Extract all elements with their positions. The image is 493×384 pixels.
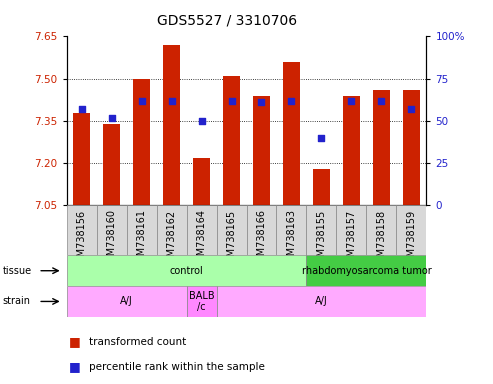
Bar xyxy=(186,205,216,255)
Text: rhabdomyosarcoma tumor: rhabdomyosarcoma tumor xyxy=(302,266,431,276)
Text: transformed count: transformed count xyxy=(89,337,186,347)
Point xyxy=(287,98,295,104)
Text: GSM738157: GSM738157 xyxy=(347,209,356,269)
Text: ■: ■ xyxy=(69,360,81,373)
Text: GSM738156: GSM738156 xyxy=(76,209,87,268)
Bar xyxy=(246,205,277,255)
Bar xyxy=(396,205,426,255)
Text: A/J: A/J xyxy=(120,296,133,306)
Text: GSM738160: GSM738160 xyxy=(106,209,116,268)
Bar xyxy=(307,255,426,286)
Point xyxy=(378,98,386,104)
Bar xyxy=(193,157,210,205)
Bar xyxy=(73,113,90,205)
Text: ■: ■ xyxy=(69,335,81,348)
Bar xyxy=(163,45,180,205)
Text: strain: strain xyxy=(2,296,31,306)
Point xyxy=(257,99,265,106)
Bar xyxy=(104,124,120,205)
Point xyxy=(228,98,236,104)
Text: GSM738163: GSM738163 xyxy=(286,209,296,268)
Text: GSM738159: GSM738159 xyxy=(406,209,417,268)
Text: GSM738165: GSM738165 xyxy=(226,209,237,268)
Point xyxy=(168,98,176,104)
Bar xyxy=(373,90,389,205)
Bar xyxy=(277,205,307,255)
Text: BALB
/c: BALB /c xyxy=(189,291,214,312)
Bar xyxy=(403,90,420,205)
Point xyxy=(198,118,206,124)
Bar xyxy=(157,205,186,255)
Bar xyxy=(313,169,330,205)
Bar xyxy=(97,205,127,255)
Bar xyxy=(307,205,336,255)
Text: GSM738158: GSM738158 xyxy=(377,209,387,268)
Bar xyxy=(127,205,157,255)
Bar xyxy=(67,255,307,286)
Bar xyxy=(216,205,246,255)
Text: GDS5527 / 3310706: GDS5527 / 3310706 xyxy=(157,13,297,27)
Bar xyxy=(283,62,300,205)
Text: GSM738155: GSM738155 xyxy=(317,209,326,269)
Bar xyxy=(253,96,270,205)
Bar xyxy=(336,205,366,255)
Text: tissue: tissue xyxy=(2,266,32,276)
Bar xyxy=(343,96,360,205)
Point xyxy=(317,135,325,141)
Bar xyxy=(186,286,216,317)
Bar xyxy=(366,205,396,255)
Point xyxy=(77,106,85,112)
Point xyxy=(138,98,145,104)
Text: GSM738166: GSM738166 xyxy=(256,209,267,268)
Point xyxy=(408,106,416,112)
Bar xyxy=(67,205,97,255)
Bar xyxy=(133,79,150,205)
Text: GSM738162: GSM738162 xyxy=(167,209,176,268)
Point xyxy=(107,114,115,121)
Text: control: control xyxy=(170,266,204,276)
Bar xyxy=(67,286,186,317)
Text: GSM738161: GSM738161 xyxy=(137,209,146,268)
Bar xyxy=(223,76,240,205)
Point xyxy=(348,98,355,104)
Text: GSM738164: GSM738164 xyxy=(197,209,207,268)
Text: percentile rank within the sample: percentile rank within the sample xyxy=(89,362,265,372)
Bar xyxy=(216,286,426,317)
Text: A/J: A/J xyxy=(315,296,328,306)
